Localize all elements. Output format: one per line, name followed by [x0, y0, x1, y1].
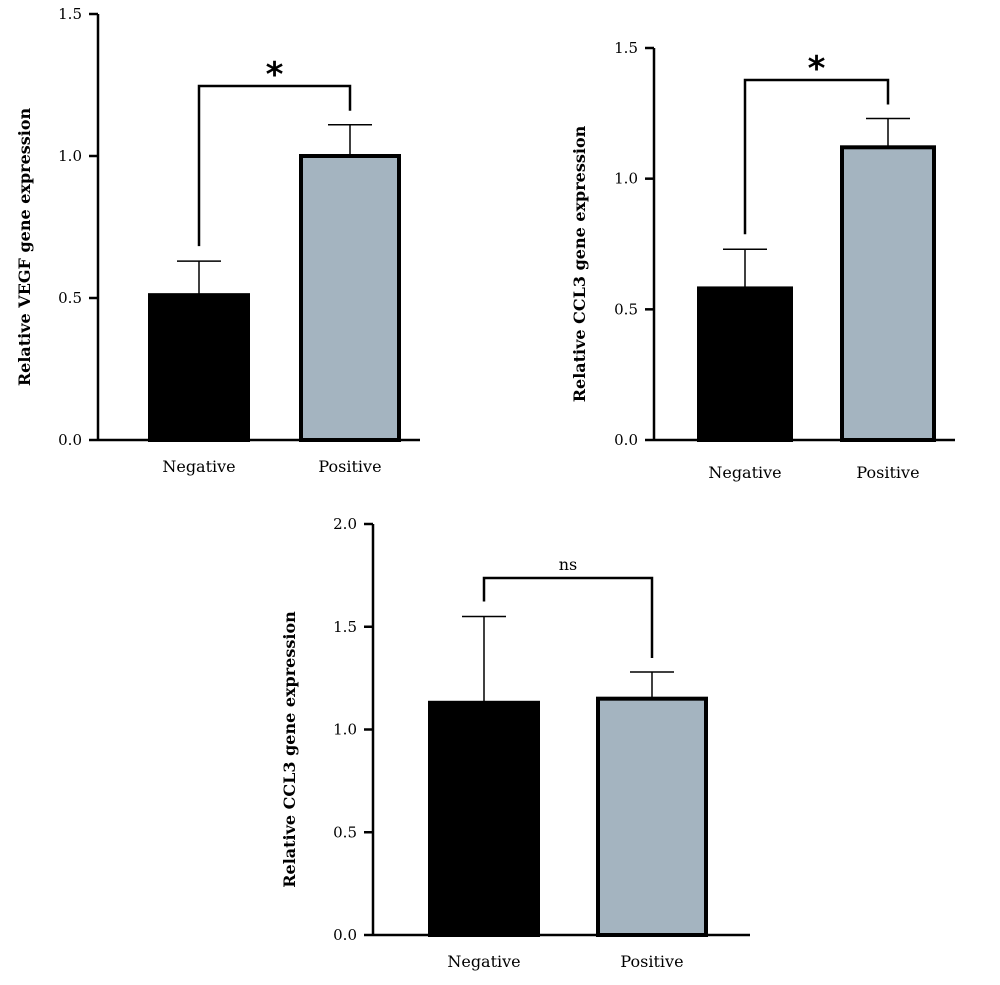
- bar-positive: [840, 145, 936, 442]
- x-tick-label: Negative: [708, 463, 781, 482]
- y-axis-title: Relative VEGF gene expression: [15, 107, 34, 386]
- y-tick-label: 0.0: [614, 431, 638, 449]
- y-tick-label: 1.5: [333, 618, 357, 636]
- y-axis-title: Relative CCL3 gene expression: [570, 125, 589, 402]
- bar-negative: [697, 286, 793, 442]
- x-tick-label: Positive: [856, 463, 919, 482]
- y-tick-label: 1.0: [58, 147, 82, 165]
- y-tick-label: 1.5: [614, 39, 638, 57]
- bar-positive: [596, 696, 708, 937]
- y-axis-title: Relative CCL3 gene expression: [280, 611, 299, 888]
- y-tick-label: 0.5: [58, 289, 82, 307]
- y-tick-label: 0.0: [333, 926, 357, 944]
- bar-positive: [299, 154, 401, 442]
- x-tick-label: Negative: [162, 457, 235, 476]
- significance-bracket: [482, 576, 654, 658]
- y-tick-label: 1.0: [614, 170, 638, 188]
- y-tick-label: 2.0: [333, 515, 357, 533]
- bar-negative: [428, 700, 540, 937]
- significance-bracket: [197, 84, 352, 247]
- bar-negative: [148, 293, 250, 442]
- x-tick-label: Positive: [318, 457, 381, 476]
- significance-label: ns: [559, 555, 578, 574]
- y-tick-label: 0.0: [58, 431, 82, 449]
- chart-panel-2: 0.0 0.5 1.0 1.5 Relative CCL3 gene expressio…: [570, 39, 955, 482]
- y-tick-label: 0.5: [333, 823, 357, 841]
- chart-panel-1: 0.0 0.5 1.0 1.5 Relative VEGF gene expressio…: [15, 5, 420, 476]
- y-tick-label: 1.5: [58, 5, 82, 23]
- significance-bracket: [743, 78, 890, 235]
- significance-label: *: [266, 55, 284, 95]
- x-tick-label: Negative: [447, 952, 520, 971]
- significance-label: *: [808, 49, 826, 89]
- y-tick-label: 1.0: [333, 721, 357, 739]
- chart-panel-3: 0.0 0.5 1.0 1.5 2.0 Relative CCL3 gene expres…: [280, 515, 750, 971]
- y-tick-label: 0.5: [614, 300, 638, 318]
- x-tick-label: Positive: [620, 952, 683, 971]
